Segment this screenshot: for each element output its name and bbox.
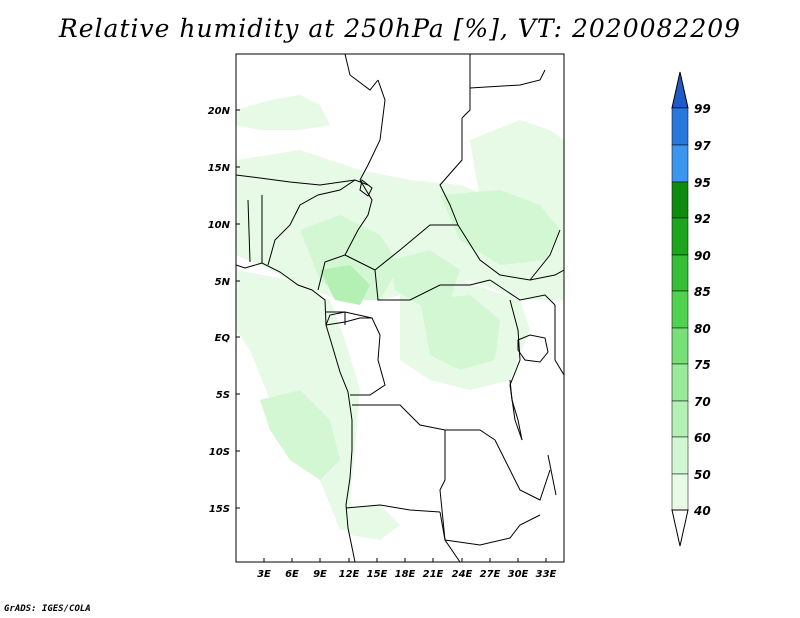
colorbar-label-40: 40 xyxy=(693,504,711,518)
lon-ticks: 3E 6E 9E 12E 15E 18E 21E 24E 27E 30E 33E xyxy=(257,558,557,580)
colorbar-label-92: 92 xyxy=(694,212,711,226)
colorbar-label-70: 70 xyxy=(694,395,711,409)
colorbar-label-95: 95 xyxy=(694,176,711,190)
lon-label-21e: 21E xyxy=(423,569,444,580)
colorbar: 99 97 95 92 90 85 80 75 70 60 50 40 xyxy=(671,71,711,547)
colorbar-swatch-75-80 xyxy=(671,327,689,365)
humidity-region-north xyxy=(236,95,330,130)
colorbar-swatch-60-70 xyxy=(671,400,689,438)
border-chad-sudan xyxy=(439,118,463,226)
map-frame xyxy=(235,53,565,563)
colorbar-label-60: 60 xyxy=(694,431,711,445)
border-ethiopia xyxy=(529,229,561,281)
humidity-region-sudan xyxy=(440,190,560,265)
lon-label-12e: 12E xyxy=(339,569,360,580)
boundaries xyxy=(236,54,564,562)
lat-label-5s: 5S xyxy=(216,390,230,401)
colorbar-top-triangle xyxy=(671,71,689,109)
border-nigeria-cameroon xyxy=(267,179,356,266)
border-cameroon-chad xyxy=(317,179,373,291)
coastline-west xyxy=(236,262,356,562)
border-niger-nigeria xyxy=(236,174,369,186)
border-zambia-zimbabwe xyxy=(444,514,541,546)
lon-label-15e: 15E xyxy=(367,569,388,580)
lon-label-18e: 18E xyxy=(395,569,416,580)
colorbar-swatch-95-97 xyxy=(671,144,689,183)
humidity-region-car xyxy=(390,250,460,305)
humidity-region-gabon xyxy=(320,265,370,305)
border-cameroon-congo xyxy=(344,311,373,319)
border-niger-chad xyxy=(359,79,386,181)
lat-ticks: 20N 15N 10N 5N EQ 5S 10S 15S xyxy=(208,106,240,515)
colorbar-label-75: 75 xyxy=(694,358,711,372)
lat-label-10n: 10N xyxy=(208,220,231,231)
colorbar-label-97: 97 xyxy=(694,139,711,153)
colorbar-bottom-triangle xyxy=(671,509,689,547)
border-angola-zambia xyxy=(439,430,446,541)
nile-border-north xyxy=(469,69,546,89)
lon-label-6e: 6E xyxy=(285,569,299,580)
humidity-shading xyxy=(236,95,564,540)
colorbar-swatch-97-99 xyxy=(671,107,689,146)
colorbar-swatch-80-85 xyxy=(671,290,689,329)
lat-label-eq: EQ xyxy=(215,333,231,344)
colorbar-swatch-50-60 xyxy=(671,436,689,475)
colorbar-label-90: 90 xyxy=(694,249,711,263)
humidity-region-angola-coast xyxy=(260,390,340,480)
lat-label-15n: 15N xyxy=(208,163,231,174)
lake-malawi xyxy=(547,454,557,496)
humidity-region-south xyxy=(340,505,400,540)
lon-label-3e: 3E xyxy=(257,569,271,580)
colorbar-swatch-40-50 xyxy=(671,473,689,511)
colorbar-label-80: 80 xyxy=(694,322,711,336)
lake-tanganyika xyxy=(509,379,523,441)
border-libya-chad xyxy=(344,54,379,91)
lon-label-33e: 33E xyxy=(536,569,557,580)
border-drc-uganda-rwanda xyxy=(509,299,523,441)
border-sudan-south-sudan xyxy=(457,224,564,281)
grads-credit: GrADS: IGES/COLA xyxy=(4,604,91,614)
colorbar-label-99: 99 xyxy=(694,102,711,116)
colorbar-swatch-92-95 xyxy=(671,181,689,219)
border-congo xyxy=(325,317,386,396)
border-chad-car xyxy=(344,224,458,271)
lon-label-9e: 9E xyxy=(313,569,327,580)
border-south-sudan-drc xyxy=(489,279,556,306)
lon-label-27e: 27E xyxy=(480,569,501,580)
border-car-drc xyxy=(374,269,491,301)
border-drc-angola xyxy=(352,404,496,441)
lat-label-10s: 10S xyxy=(209,447,230,458)
colorbar-label-85: 85 xyxy=(694,285,711,299)
border-angola-namibia xyxy=(345,504,441,513)
colorbar-swatch-90-92 xyxy=(671,217,689,256)
border-libya-egypt xyxy=(461,54,471,119)
lat-label-20n: 20N xyxy=(208,106,231,117)
border-gabon xyxy=(325,311,346,326)
border-tanzania-kenya xyxy=(554,305,564,376)
lake-victoria xyxy=(517,334,549,363)
humidity-region-drc xyxy=(420,295,500,370)
lake-chad xyxy=(359,179,373,197)
border-botswana xyxy=(439,511,461,562)
colorbar-swatch-70-75 xyxy=(671,363,689,402)
lon-label-24e: 24E xyxy=(452,569,473,580)
map-title: Relative humidity at 250hPa [%], VT: 202… xyxy=(58,14,742,43)
lat-label-5n: 5N xyxy=(215,277,231,288)
colorbar-swatch-85-90 xyxy=(671,254,689,292)
lat-label-15s: 15S xyxy=(209,504,230,515)
border-benin-togo xyxy=(247,199,251,263)
colorbar-label-50: 50 xyxy=(694,468,711,482)
border-east-zambia xyxy=(494,439,551,501)
lon-label-30e: 30E xyxy=(508,569,529,580)
